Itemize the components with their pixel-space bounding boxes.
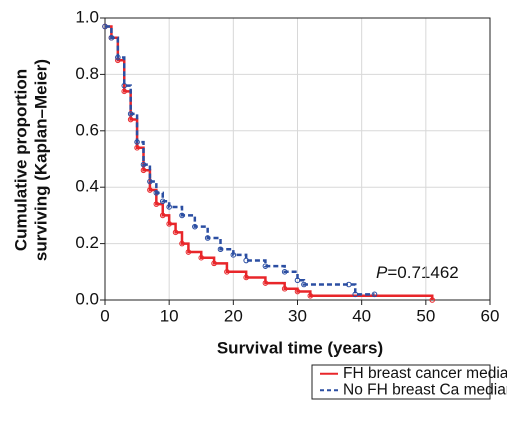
annotation-text: =0.71462 [387,263,458,282]
censor-marker [346,281,352,288]
censor-marker [147,187,153,193]
x-tick-label: 30 [288,306,307,325]
censor-marker [281,285,288,292]
annotation: P=0.71462 [376,263,459,282]
legend-label: No FH breast Ca median: 4.77 years [343,381,507,398]
x-tick-label: 0 [100,306,109,325]
x-tick-label: 20 [224,306,243,325]
censor-marker [230,252,237,258]
y-axis-label: Cumulative proportion [11,69,30,251]
km-curve [105,25,434,300]
x-tick-label: 10 [160,306,179,325]
censor-marker [198,254,205,261]
censor-marker [166,221,172,227]
x-axis-label: Survival time (years) [217,338,383,357]
censor-marker [307,292,314,299]
censor-marker [179,240,185,247]
censor-marker [429,297,436,303]
censor-marker [281,269,288,275]
x-tick-label: 60 [481,306,500,325]
censor-marker [127,116,134,123]
censor-marker [371,291,378,298]
censor-marker [224,269,230,275]
plot-frame [104,17,491,301]
censor-marker [159,198,166,205]
censor-marker [262,280,269,286]
censor-marker [211,260,217,267]
censor-marker [352,291,359,298]
censor-marker [115,54,121,61]
censor-marker [179,212,185,219]
censor-marker [294,277,301,284]
censor-marker [121,82,128,89]
y-tick-label: 0.8 [75,64,99,83]
y-tick-label: 0.4 [75,177,99,196]
censor-marker [243,257,249,264]
censor-marker [301,281,307,288]
censor-marker [153,190,160,196]
censor-marker [134,139,140,145]
y-axis-label: surviving (Kaplan–Meier) [31,59,50,261]
y-tick-label: 1.0 [75,7,99,26]
censor-marker [217,246,224,253]
annotation-italic: P [376,263,388,282]
km-curve [105,25,375,296]
legend-box [311,364,491,400]
censor-marker [166,204,172,210]
y-tick-label: 0.0 [75,289,99,308]
censor-marker [243,274,249,281]
censor-marker [134,144,140,151]
censor-marker [147,178,153,185]
censor-marker [262,263,269,269]
x-tick-label: 50 [416,306,435,325]
censor-marker [108,34,115,41]
y-tick-label: 0.6 [75,120,99,139]
censor-marker [204,235,211,241]
censor-marker [172,229,179,236]
censor-marker [102,23,108,30]
censor-marker [159,212,166,219]
y-tick-label: 0.2 [75,233,99,252]
legend-label: FH breast cancer median: 4.91 years [343,365,507,382]
censor-marker [192,223,198,230]
censor-marker [185,249,192,255]
censor-marker [140,167,147,174]
censor-marker [121,88,128,95]
censor-marker [294,288,301,295]
censor-marker [140,161,147,168]
x-tick-label: 40 [352,306,371,325]
censor-marker [153,201,160,207]
censor-marker [127,111,134,117]
